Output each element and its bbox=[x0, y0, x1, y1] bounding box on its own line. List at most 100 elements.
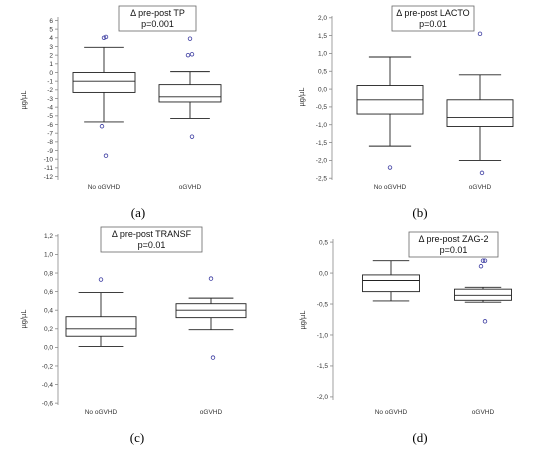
panel-b-ytick-label: -2,5 bbox=[316, 176, 328, 183]
panel-d-ytick-label: -1,5 bbox=[317, 363, 329, 370]
panel-c-annotation-line-1: Δ pre-post TRANSF bbox=[112, 229, 192, 239]
panel-a-box-2-outlier bbox=[189, 52, 195, 57]
panel-a-box-1-outlier bbox=[99, 124, 105, 129]
panel-b-ytick-label: 0,0 bbox=[318, 86, 327, 93]
panel-c-ytick-label: -0,4 bbox=[42, 382, 54, 389]
panel-b-ytick-label: 1,5 bbox=[318, 33, 327, 40]
panel-d-box-2-outlier bbox=[478, 264, 484, 269]
panel-d-ytick-label: 0,5 bbox=[319, 239, 328, 246]
panel-c-ytick-label: -0,6 bbox=[42, 400, 54, 407]
panel-a-ytick-label: 1 bbox=[49, 61, 53, 68]
panel-a-ytick-label: -2 bbox=[47, 87, 53, 94]
panel-d-annotation-box bbox=[408, 231, 499, 258]
panel-a-ytick-label: -3 bbox=[47, 96, 53, 103]
panel-b-ytick-label: -1,0 bbox=[316, 122, 328, 129]
panel-c-box-2-outlier bbox=[210, 355, 216, 360]
panel-a-ytick-label: -11 bbox=[44, 165, 53, 172]
panel-d-box-1-iqr bbox=[362, 274, 420, 293]
panel-c-box-1-outlier bbox=[98, 277, 104, 282]
panel-c-ytick-label: 0,2 bbox=[44, 326, 53, 333]
panel-c-ytick-label: 0,8 bbox=[44, 270, 53, 277]
panel-a-annotation-line-1: Δ pre-post TP bbox=[130, 8, 185, 18]
panel-c-y-axis-label: µg/µL bbox=[19, 309, 28, 328]
panel-a-label: (a) bbox=[131, 205, 145, 220]
panel-c-box-1-iqr bbox=[65, 316, 137, 337]
panel-c-ytick-label: 0,6 bbox=[44, 289, 53, 296]
panel-d-category-label: No oGVHD bbox=[375, 409, 408, 416]
panel-c-ytick-label: -0,2 bbox=[42, 363, 54, 370]
panel-b-label: (b) bbox=[412, 205, 427, 220]
panel-a-ytick-label: -6 bbox=[47, 122, 53, 129]
panel-c-box-2-outlier bbox=[208, 276, 214, 281]
panel-c-ytick-label: 1,2 bbox=[44, 233, 53, 240]
panel-d-box-2-outlier bbox=[480, 258, 486, 263]
panel-a-y-axis-label: µg/µL bbox=[19, 90, 28, 109]
panel-d-category-label: oGVHD bbox=[472, 409, 495, 416]
panel-a-ytick-label: -5 bbox=[47, 113, 53, 120]
panel-a-box-1-outlier bbox=[101, 35, 107, 41]
panel-c-annotation-box bbox=[100, 226, 203, 253]
panel-d-box-2-iqr bbox=[454, 288, 512, 301]
panel-a-annotation-box bbox=[118, 5, 197, 32]
panel-a-ytick-label: 6 bbox=[49, 18, 53, 25]
panel-b-box-2-iqr bbox=[446, 99, 514, 127]
panel-b-annotation-line-1: Δ pre-post LACTO bbox=[396, 8, 469, 18]
panel-a-ytick-label: -8 bbox=[47, 139, 53, 146]
panel-a-ytick-label: 3 bbox=[49, 44, 53, 51]
panel-d-ytick-label: -0,5 bbox=[317, 301, 329, 308]
panel-d-ytick-label: 0,0 bbox=[319, 270, 328, 277]
panel-d-y-axis-label: µg/µL bbox=[298, 310, 307, 329]
panel-a-ytick-label: -1 bbox=[47, 78, 53, 85]
panel-a-box-1-iqr bbox=[72, 72, 136, 93]
panel-b-ytick-label: 2,0 bbox=[318, 15, 327, 22]
panel-a-ytick-label: -10 bbox=[44, 156, 54, 163]
panel-c-ytick-label: 1,0 bbox=[44, 252, 53, 259]
panel-a-box-1-outlier bbox=[103, 153, 109, 158]
panel-a-ytick-label: -12 bbox=[44, 174, 54, 181]
panel-a-ytick-label: 2 bbox=[49, 52, 53, 59]
panel-d-box-2-outlier bbox=[482, 319, 488, 324]
panel-b-box-1-outlier bbox=[387, 165, 393, 170]
panel-c-label: (c) bbox=[130, 430, 144, 445]
panel-a-category-label: oGVHD bbox=[179, 184, 202, 191]
panel-b-category-label: No oGVHD bbox=[374, 184, 407, 191]
panel-d-ytick-label: -2,0 bbox=[317, 394, 329, 401]
panel-d-annotation-line-2: p=0.01 bbox=[440, 245, 468, 255]
panel-a-ytick-label: -9 bbox=[47, 148, 53, 155]
panel-a-box-2-outlier bbox=[185, 52, 191, 58]
panel-b-box-2-outlier bbox=[479, 170, 485, 176]
panel-a-ytick-label: 4 bbox=[49, 35, 53, 42]
panel-b-annotation-box bbox=[391, 5, 475, 32]
panel-c-category-label: No oGVHD bbox=[85, 409, 118, 416]
panel-a-box-2-outlier bbox=[187, 36, 193, 41]
panel-a-ytick-label: 5 bbox=[49, 26, 53, 33]
panel-a-ytick-label: 0 bbox=[49, 70, 53, 77]
panel-a-box-2-outlier bbox=[189, 134, 195, 139]
panel-c-box-2-iqr bbox=[175, 303, 247, 319]
panel-a-box-1-outlier bbox=[103, 34, 109, 40]
panel-b-annotation-line-2: p=0.01 bbox=[419, 19, 447, 29]
panel-c-ytick-label: 0,4 bbox=[44, 308, 53, 315]
panel-b-ytick-label: 1,0 bbox=[318, 51, 327, 58]
panel-d-box-2-outlier bbox=[482, 258, 488, 263]
panel-b-y-axis-label: µg/µL bbox=[297, 87, 306, 106]
panel-c-category-label: oGVHD bbox=[200, 409, 223, 416]
panel-a-ytick-label: -4 bbox=[47, 104, 53, 111]
panel-a-ytick-label: -7 bbox=[47, 130, 53, 137]
panel-b-ytick-label: -0,5 bbox=[316, 104, 328, 111]
panel-b-category-label: oGVHD bbox=[469, 184, 492, 191]
panel-b-ytick-label: -2,0 bbox=[316, 158, 328, 165]
panel-b-box-2-outlier bbox=[477, 31, 483, 37]
panel-c-ytick-label: 0,0 bbox=[44, 345, 53, 352]
panel-b-ytick-label: -1,5 bbox=[316, 140, 328, 147]
panel-d-ytick-label: -1,0 bbox=[317, 332, 329, 339]
panel-a-category-label: No oGVHD bbox=[88, 184, 121, 191]
panel-b-ytick-label: 0,5 bbox=[318, 69, 327, 76]
panel-d-label: (d) bbox=[412, 430, 427, 445]
panel-c-annotation-line-2: p=0.01 bbox=[138, 240, 166, 250]
panel-a-box-2-iqr bbox=[158, 84, 222, 103]
panel-d-annotation-line-1: Δ pre-post ZAG-2 bbox=[418, 234, 488, 244]
panel-a-annotation-line-2: p=0.001 bbox=[141, 19, 174, 29]
